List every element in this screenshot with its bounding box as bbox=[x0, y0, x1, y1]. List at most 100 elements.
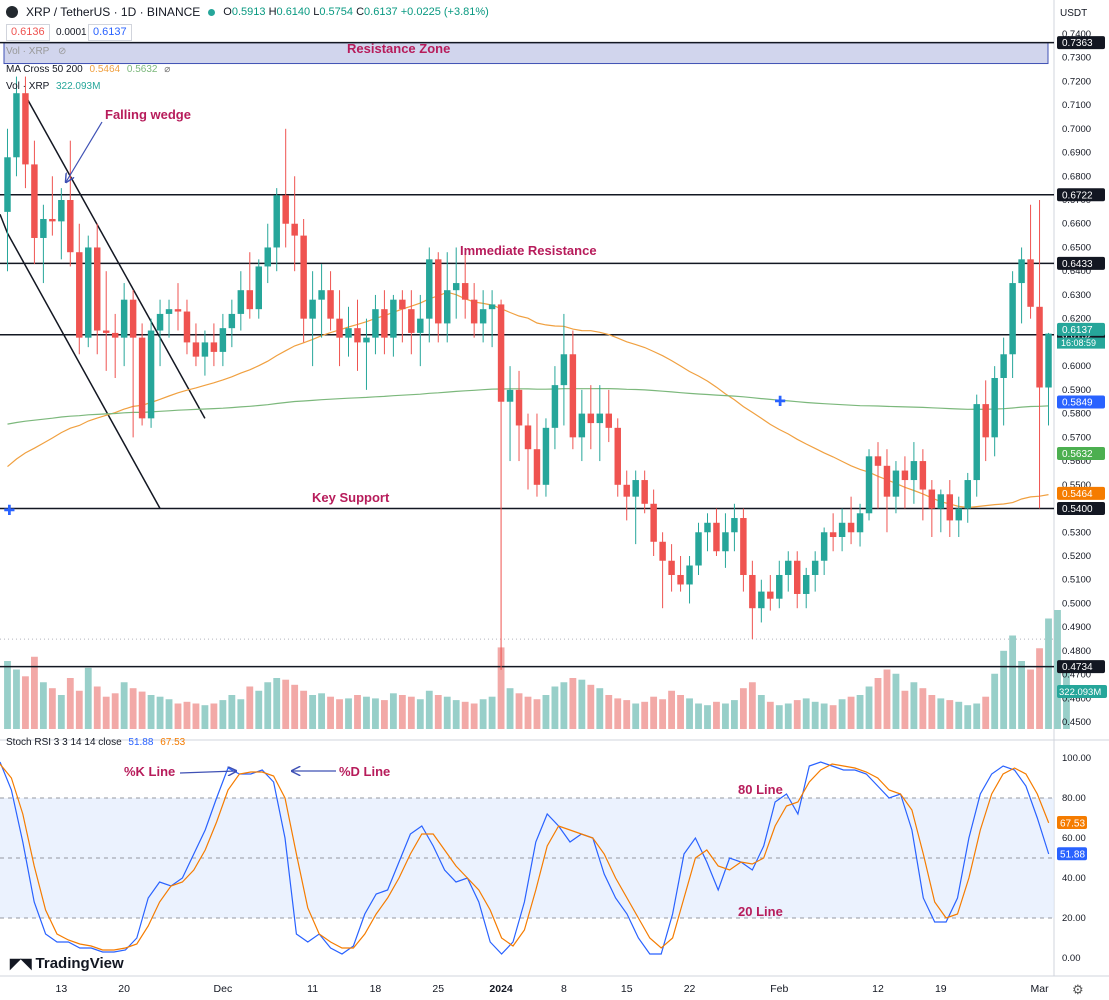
moving-averages: ✚✚ bbox=[3, 291, 1049, 519]
volume-bar bbox=[156, 696, 164, 729]
price-tick-label: 0.5700 bbox=[1062, 432, 1091, 443]
volume-bar bbox=[336, 699, 343, 729]
xrp-logo-icon bbox=[6, 6, 18, 18]
candle-body bbox=[273, 195, 280, 248]
volume-bar bbox=[138, 691, 146, 729]
volume-bar bbox=[327, 696, 334, 729]
currency-label[interactable]: USDT bbox=[1060, 8, 1088, 19]
candle-body bbox=[129, 299, 137, 338]
candle-body bbox=[488, 304, 496, 310]
volume-bar bbox=[237, 699, 245, 729]
falling-wedge-label: Falling wedge bbox=[105, 107, 191, 122]
volume-bar bbox=[488, 696, 496, 729]
candle-body bbox=[300, 235, 307, 319]
candle-body bbox=[58, 200, 65, 222]
volume-bar bbox=[560, 682, 568, 729]
volume-bar bbox=[973, 703, 981, 729]
volume-bar bbox=[901, 690, 909, 729]
volume-bar bbox=[111, 693, 119, 729]
candle-body bbox=[605, 413, 612, 428]
symbol-title[interactable]: XRP / TetherUS · 1D · BINANCE bbox=[26, 5, 201, 19]
volume-bar bbox=[874, 678, 882, 729]
candle-body bbox=[372, 309, 379, 338]
stoch-d-line bbox=[0, 763, 1050, 951]
candle-body bbox=[901, 470, 909, 481]
volume-bar bbox=[928, 695, 936, 729]
candle-body bbox=[820, 532, 828, 561]
price-tick-label: 0.4600 bbox=[1062, 693, 1091, 704]
time-tick-label: 13 bbox=[55, 983, 67, 995]
candle-body bbox=[183, 311, 191, 343]
hidden-icon[interactable]: ⌀ bbox=[164, 64, 171, 75]
volume-bar bbox=[120, 682, 128, 729]
k-line-label: %K Line bbox=[124, 764, 176, 779]
candle-body bbox=[856, 513, 864, 533]
candle-body bbox=[659, 541, 666, 561]
candle-body bbox=[677, 574, 684, 585]
candle-body bbox=[551, 385, 559, 428]
candle-body bbox=[255, 266, 262, 310]
volume-bar bbox=[497, 647, 505, 729]
candle-body bbox=[381, 309, 388, 338]
volume-bar bbox=[48, 688, 56, 729]
candle-body bbox=[228, 313, 236, 329]
resistance-zone-layer bbox=[3, 42, 1049, 65]
volume-bar bbox=[650, 696, 658, 729]
volume-bar bbox=[407, 696, 415, 729]
ask-box[interactable]: 0.6137 bbox=[88, 24, 132, 41]
candle-body bbox=[479, 309, 487, 324]
volume-bar bbox=[398, 695, 406, 729]
volume-bar bbox=[596, 688, 604, 729]
stoch-tick-label: 20.00 bbox=[1062, 913, 1086, 924]
price-tick-label: 0.7200 bbox=[1062, 76, 1091, 87]
candle-body bbox=[165, 309, 173, 314]
candle-body bbox=[632, 480, 639, 497]
stoch-rsi-legend[interactable]: Stoch RSI 3 3 14 14 close 51.88 67.53 bbox=[6, 737, 186, 748]
volume-bar bbox=[201, 705, 209, 729]
bid-box[interactable]: 0.6136 bbox=[6, 24, 50, 41]
volume-bar bbox=[183, 701, 191, 729]
candle-body bbox=[955, 508, 962, 521]
cross-marker-start-icon: ✚ bbox=[3, 503, 15, 519]
volume-bar bbox=[39, 682, 47, 729]
candle-body bbox=[964, 480, 971, 509]
d-line-label: %D Line bbox=[339, 764, 391, 779]
eye-hidden-icon[interactable]: ⊘ bbox=[57, 46, 67, 57]
volume-bar bbox=[713, 701, 720, 729]
volume-bar bbox=[443, 696, 451, 729]
volume-bar bbox=[506, 688, 514, 729]
stoch-tick-label: 80.00 bbox=[1062, 793, 1086, 804]
price-tick-label: 0.6400 bbox=[1062, 266, 1091, 277]
ma-cross-legend[interactable]: MA Cross 50 200 0.5464 0.5632 ⌀ bbox=[6, 64, 171, 75]
volume-bar bbox=[578, 679, 586, 729]
last-price-box bbox=[1057, 322, 1105, 336]
candle-body bbox=[991, 378, 998, 438]
stoch-rsi-pane bbox=[0, 761, 1054, 955]
volume-bar bbox=[57, 695, 65, 729]
gear-icon[interactable]: ⚙ bbox=[1072, 982, 1084, 997]
ohlc-readout: O0.5913 H0.6140 L0.5754 C0.6137 +0.0225 … bbox=[223, 6, 489, 18]
candle-body bbox=[138, 337, 146, 419]
price-tick-label: 0.6500 bbox=[1062, 242, 1091, 253]
volume-bar bbox=[255, 690, 263, 729]
vol-overlay-label[interactable]: Vol · XRP ⊘ bbox=[6, 46, 67, 57]
candle-body bbox=[713, 522, 720, 552]
candle-body bbox=[596, 413, 604, 424]
candle-body bbox=[210, 342, 218, 352]
volume-bar bbox=[93, 686, 101, 729]
volume-bar bbox=[704, 705, 711, 729]
volume-bar bbox=[946, 700, 954, 729]
volume-bar bbox=[22, 676, 29, 729]
candle-body bbox=[336, 318, 343, 338]
volume-legend[interactable]: Vol · XRP 322.093M bbox=[6, 81, 101, 92]
candle-body bbox=[973, 404, 980, 481]
price-tick-label: 0.4900 bbox=[1062, 622, 1091, 633]
volume-bar bbox=[1027, 669, 1034, 729]
candle-body bbox=[264, 247, 271, 267]
candle-body bbox=[282, 195, 289, 224]
time-tick-label: Mar bbox=[1030, 983, 1049, 995]
volume-bar bbox=[165, 699, 173, 729]
volume-bar bbox=[811, 701, 819, 729]
stoch-k-last-box bbox=[1057, 847, 1087, 861]
